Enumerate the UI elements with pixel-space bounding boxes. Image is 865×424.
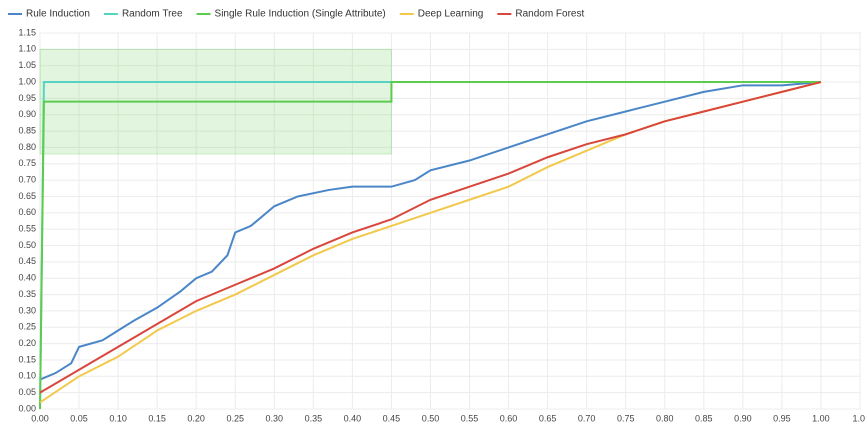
y-tick-label: 0.05 xyxy=(18,387,36,397)
plot-area xyxy=(39,32,861,410)
x-tick-label: 1.00 xyxy=(812,413,830,423)
y-tick-label: 0.30 xyxy=(18,305,36,315)
series-line xyxy=(39,81,822,381)
y-tick-label: 0.90 xyxy=(18,109,36,119)
x-tick-label: 1.0 xyxy=(852,413,865,423)
y-tick-label: 1.00 xyxy=(18,76,36,86)
x-tick-label: 0.25 xyxy=(226,413,244,423)
legend-label: Random Tree xyxy=(122,9,183,20)
y-tick-label: 0.95 xyxy=(18,93,36,103)
x-tick-label: 0.60 xyxy=(500,413,518,423)
x-tick-label: 0.85 xyxy=(695,413,713,423)
x-tick-label: 0.20 xyxy=(187,413,205,423)
series-line xyxy=(39,81,822,394)
x-tick-label: 0.15 xyxy=(148,413,166,423)
y-tick-label: 0.55 xyxy=(18,224,36,234)
y-tick-label: 0.80 xyxy=(18,142,36,152)
x-tick-label: 0.35 xyxy=(305,413,323,423)
legend: Rule Induction Random Tree Single Rule Ind… xyxy=(8,9,584,20)
y-tick-label: 0.65 xyxy=(18,191,36,201)
y-tick-label: 0.35 xyxy=(18,289,36,299)
legend-label: Single Rule Induction (Single Attribute) xyxy=(215,9,386,20)
y-tick-label: 0.70 xyxy=(18,175,36,185)
y-tick-label: 0.25 xyxy=(18,322,36,332)
legend-label: Rule Induction xyxy=(26,9,90,20)
x-tick-label: 0.90 xyxy=(734,413,752,423)
y-tick-label: 0.15 xyxy=(18,354,36,364)
y-tick-label: 0.10 xyxy=(18,371,36,381)
x-tick-label: 0.55 xyxy=(461,413,479,423)
y-tick-label: 0.50 xyxy=(18,240,36,250)
y-tick-label: 0.20 xyxy=(18,338,36,348)
y-tick-label: 0.60 xyxy=(18,207,36,217)
legend-label: Deep Learning xyxy=(418,9,484,20)
x-tick-label: 0.95 xyxy=(773,413,791,423)
y-tick-label: 0.40 xyxy=(18,273,36,283)
x-tick-label: 0.30 xyxy=(266,413,284,423)
y-tick-label: 1.15 xyxy=(18,27,36,37)
legend-label: Random Forest xyxy=(515,9,584,20)
x-tick-label: 0.00 xyxy=(31,413,49,423)
x-tick-label: 0.75 xyxy=(617,413,635,423)
x-tick-label: 0.65 xyxy=(539,413,557,423)
x-tick-label: 0.40 xyxy=(344,413,362,423)
y-tick-label: 1.05 xyxy=(18,60,36,70)
x-tick-label: 0.10 xyxy=(109,413,127,423)
series-line xyxy=(39,81,821,410)
y-tick-label: 0.45 xyxy=(18,256,36,266)
x-tick-label: 0.05 xyxy=(70,413,88,423)
y-tick-label: 0.85 xyxy=(18,125,36,135)
x-tick-label: 0.70 xyxy=(578,413,596,423)
y-tick-label: 0.00 xyxy=(18,403,36,413)
x-tick-label: 0.50 xyxy=(422,413,440,423)
y-tick-label: 1.10 xyxy=(18,44,36,54)
x-tick-label: 0.45 xyxy=(383,413,401,423)
x-tick-label: 0.80 xyxy=(656,413,674,423)
y-tick-label: 0.75 xyxy=(18,158,36,168)
